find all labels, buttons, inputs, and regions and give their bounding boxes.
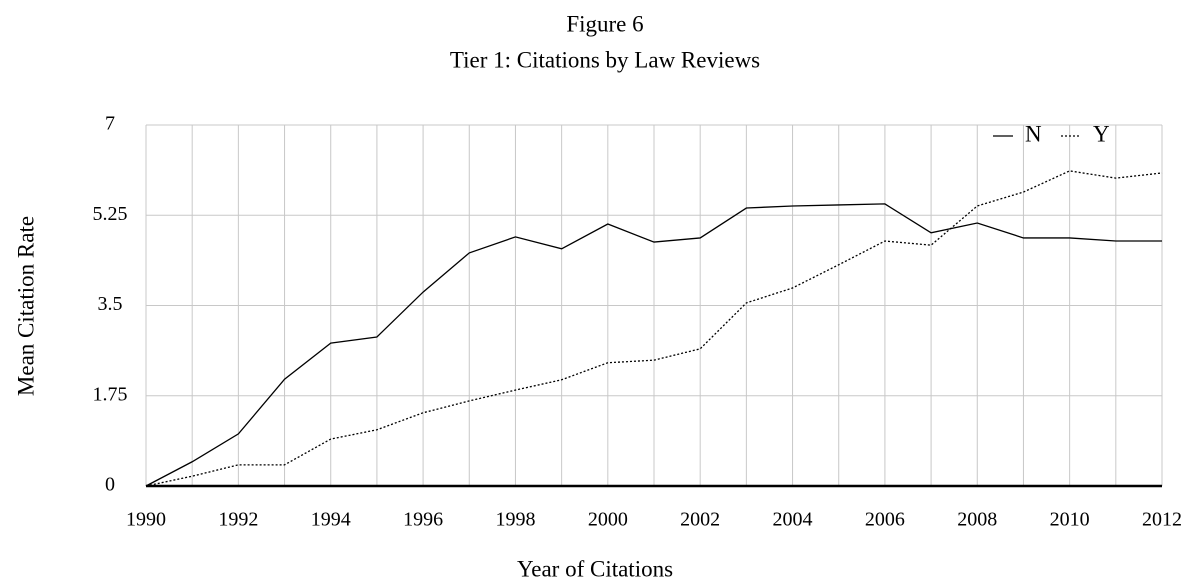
y-tick-label: 0 xyxy=(105,474,115,496)
y-tick-label: 5.25 xyxy=(93,203,128,225)
y-tick-label: 7 xyxy=(105,113,115,135)
x-axis-label: Year of Citations xyxy=(517,556,673,581)
chart-title: Figure 6 xyxy=(566,11,643,36)
chart-subtitle: Tier 1: Citations by Law Reviews xyxy=(450,47,760,72)
x-tick-label: 1996 xyxy=(403,509,443,531)
x-tick-label: 2006 xyxy=(865,509,905,531)
y-tick-label: 3.5 xyxy=(98,293,123,315)
x-tick-label: 2004 xyxy=(773,509,813,531)
x-tick-label: 1998 xyxy=(495,509,535,531)
line-series xyxy=(145,203,1162,487)
y-tick-label: 1.75 xyxy=(93,383,128,405)
x-tick-label: 2010 xyxy=(1050,509,1090,531)
y-axis-label: Mean Citation Rate xyxy=(13,216,38,396)
legend-label: Y xyxy=(1093,121,1110,146)
x-tick-label: 2008 xyxy=(957,509,997,531)
x-tick-label: 1994 xyxy=(311,509,351,531)
line-series xyxy=(145,170,1163,487)
x-tick-label: 2002 xyxy=(680,509,720,531)
x-tick-label: 2000 xyxy=(588,509,628,531)
x-tick-label: 1992 xyxy=(218,509,258,531)
x-tick-label: 1990 xyxy=(126,509,166,531)
legend-label: N xyxy=(1025,121,1042,146)
x-tick-label: 2012 xyxy=(1142,509,1182,531)
